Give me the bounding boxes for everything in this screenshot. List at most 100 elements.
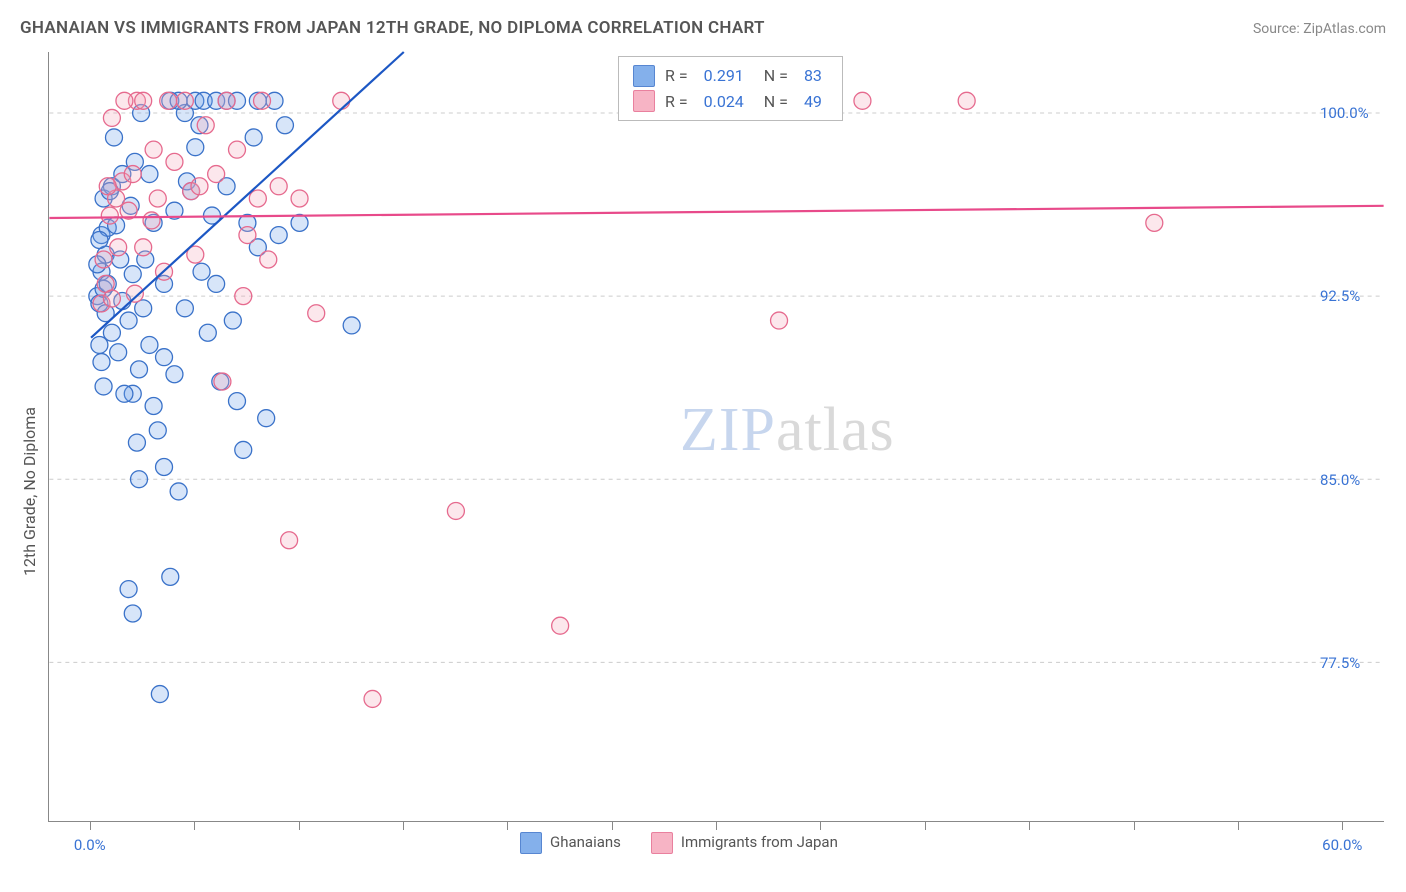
legend-label: Immigrants from Japan — [681, 833, 838, 851]
x-tick — [1342, 822, 1343, 830]
data-point — [364, 690, 381, 707]
data-point — [197, 117, 214, 134]
data-point — [245, 129, 262, 146]
source-prefix: Source: — [1253, 21, 1303, 37]
data-point — [141, 336, 158, 353]
chart-title: GHANAIAN VS IMMIGRANTS FROM JAPAN 12TH G… — [20, 18, 765, 38]
data-point — [229, 393, 246, 410]
x-tick-label: 60.0% — [1322, 836, 1362, 854]
data-point — [208, 166, 225, 183]
data-point — [141, 166, 158, 183]
stats-legend-box: R = 0.291 N = 83R = 0.024 N = 49 — [618, 56, 843, 121]
data-point — [135, 239, 152, 256]
x-tick — [1134, 822, 1135, 830]
data-point — [91, 336, 108, 353]
data-point — [110, 344, 127, 361]
stat-key: N = — [760, 63, 788, 89]
stat-key: R = — [665, 63, 688, 89]
x-tick — [612, 822, 613, 830]
legend-item: Immigrants from Japan — [651, 832, 838, 854]
data-point — [343, 317, 360, 334]
data-point — [131, 471, 148, 488]
legend-label: Ghanaians — [550, 833, 621, 851]
stat-r-value: 0.291 — [704, 63, 744, 89]
x-tick — [925, 822, 926, 830]
x-tick — [820, 822, 821, 830]
data-point — [276, 117, 293, 134]
data-point — [854, 92, 871, 109]
series-legend: Ghanaians Immigrants from Japan — [520, 832, 838, 854]
data-point — [235, 288, 252, 305]
x-tick — [194, 822, 195, 830]
legend-swatch-icon — [633, 65, 655, 87]
data-point — [149, 422, 166, 439]
y-axis-label: 12th Grade, No Diploma — [20, 407, 39, 576]
plot-area — [48, 52, 1384, 822]
data-point — [116, 385, 133, 402]
x-tick — [90, 822, 91, 830]
data-point — [187, 139, 204, 156]
data-point — [239, 227, 256, 244]
data-point — [99, 178, 116, 195]
data-point — [270, 178, 287, 195]
x-tick — [1238, 822, 1239, 830]
data-point — [229, 141, 246, 158]
stat-key: N = — [760, 89, 788, 115]
data-point — [176, 300, 193, 317]
data-point — [124, 605, 141, 622]
data-point — [258, 410, 275, 427]
data-point — [552, 617, 569, 634]
data-point — [128, 434, 145, 451]
data-point — [208, 275, 225, 292]
data-point — [447, 502, 464, 519]
y-tick-label: 92.5% — [1320, 287, 1360, 305]
data-point — [135, 92, 152, 109]
data-point — [156, 459, 173, 476]
data-point — [170, 483, 187, 500]
data-point — [160, 92, 177, 109]
data-point — [218, 92, 235, 109]
data-point — [101, 207, 118, 224]
x-tick — [299, 822, 300, 830]
data-point — [145, 141, 162, 158]
data-point — [93, 354, 110, 371]
data-point — [1146, 214, 1163, 231]
data-point — [308, 305, 325, 322]
data-point — [291, 190, 308, 207]
data-point — [116, 92, 133, 109]
data-point — [124, 266, 141, 283]
data-point — [254, 92, 271, 109]
x-tick — [507, 822, 508, 830]
stat-r-value: 0.024 — [704, 89, 744, 115]
data-point — [199, 324, 216, 341]
data-point — [103, 109, 120, 126]
data-point — [145, 397, 162, 414]
data-point — [224, 312, 241, 329]
data-point — [156, 349, 173, 366]
data-point — [162, 568, 179, 585]
data-point — [249, 190, 266, 207]
data-point — [124, 166, 141, 183]
data-point — [333, 92, 350, 109]
legend-swatch-icon — [633, 90, 655, 112]
stat-n-value: 49 — [804, 89, 822, 115]
x-tick — [1029, 822, 1030, 830]
data-point — [120, 581, 137, 598]
y-tick-label: 77.5% — [1320, 654, 1360, 672]
data-point — [191, 178, 208, 195]
data-point — [270, 227, 287, 244]
data-point — [143, 212, 160, 229]
source-name: ZipAtlas.com — [1303, 21, 1386, 37]
data-point — [120, 312, 137, 329]
data-point — [166, 366, 183, 383]
data-point — [214, 373, 231, 390]
data-point — [958, 92, 975, 109]
x-tick — [403, 822, 404, 830]
data-point — [771, 312, 788, 329]
data-point — [166, 153, 183, 170]
legend-item: Ghanaians — [520, 832, 621, 854]
stats-row: R = 0.291 N = 83 — [633, 63, 828, 89]
stat-n-value: 83 — [804, 63, 822, 89]
data-point — [95, 378, 112, 395]
legend-swatch-icon — [520, 832, 542, 854]
